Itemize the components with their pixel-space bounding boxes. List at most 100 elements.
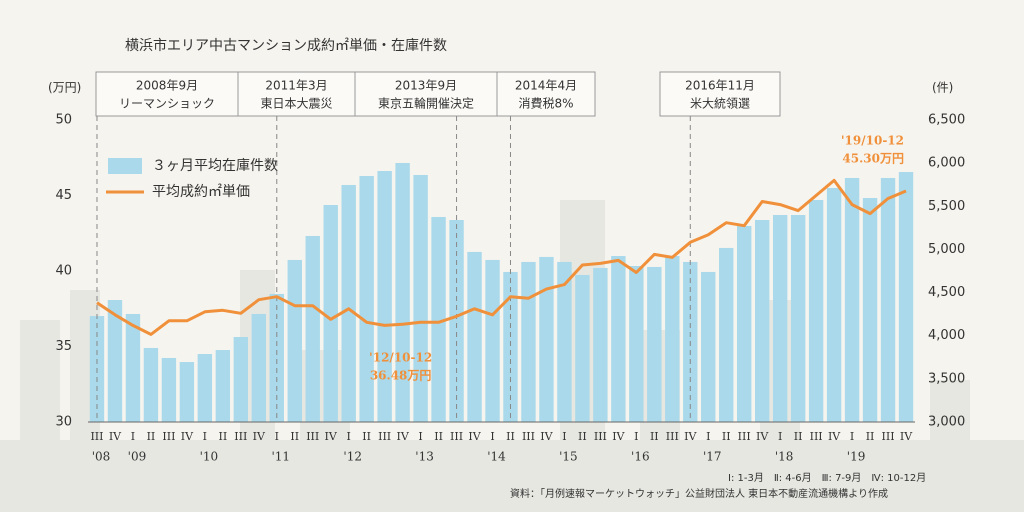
legend-swatch xyxy=(108,158,142,174)
bar xyxy=(125,313,141,422)
x-tick-label: I xyxy=(418,430,422,443)
x-tick-label: III xyxy=(450,430,463,443)
bar xyxy=(503,271,518,422)
bar xyxy=(107,299,123,422)
legend-label: ３ヶ月平均在庫件数 xyxy=(152,157,278,174)
source: 資料：「月例速報マーケットウォッチ」公益財団法人 東日本不動産流通機構より作成 xyxy=(510,487,888,500)
y2-tick-label: 5,000 xyxy=(928,242,965,257)
x-tick-label: II xyxy=(506,430,515,443)
event-box xyxy=(95,71,239,117)
x-year-label: '11 xyxy=(271,450,290,464)
event-label: 消費税8% xyxy=(518,96,573,111)
y2-tick-label: 5,500 xyxy=(928,199,965,214)
x-year-label: '13 xyxy=(415,450,434,464)
y2-unit: (件) xyxy=(932,81,953,95)
event-date: 2008年9月 xyxy=(136,79,198,93)
x-year-label: '19 xyxy=(847,450,866,464)
y2-tick-label: 3,500 xyxy=(928,371,965,386)
data-label: 36.48万円 xyxy=(370,369,432,383)
x-tick-label: I xyxy=(203,430,207,443)
legend-label: 平均成約㎡単価 xyxy=(152,184,250,200)
x-tick-label: II xyxy=(147,430,156,443)
bar xyxy=(898,172,914,422)
x-tick-label: III xyxy=(378,430,391,443)
x-tick-label: I xyxy=(850,430,854,443)
event-date: 2014年4月 xyxy=(515,79,577,93)
chart-title: 横浜市エリア中古マンション成約㎡単価・在庫件数 xyxy=(125,37,447,54)
bar xyxy=(521,261,536,422)
x-tick-label: I xyxy=(562,430,566,443)
x-tick-label: II xyxy=(218,430,227,443)
x-tick-label: III xyxy=(666,430,679,443)
bar xyxy=(269,293,284,422)
y-tick-label: 45 xyxy=(55,188,72,203)
bar xyxy=(215,350,231,422)
x-tick-label: IV xyxy=(684,430,697,443)
event-label: 東京五輪開催決定 xyxy=(378,96,474,111)
bar xyxy=(287,259,302,422)
period-label: '12/10-12 xyxy=(369,351,432,365)
y2-tick-label: 3,000 xyxy=(928,415,965,430)
bar xyxy=(179,362,195,422)
bar xyxy=(233,337,249,422)
event-label: リーマンショック xyxy=(119,97,215,111)
x-year-label: '14 xyxy=(487,450,506,464)
y-tick-label: 40 xyxy=(55,264,72,279)
x-tick-label: IV xyxy=(756,430,769,443)
bar xyxy=(485,259,500,422)
bar xyxy=(862,198,878,422)
x-tick-label: I xyxy=(778,430,782,443)
bar xyxy=(701,271,716,422)
x-tick-label: III xyxy=(306,430,319,443)
x-tick-label: I xyxy=(347,430,351,443)
bar xyxy=(665,255,680,422)
bar xyxy=(431,216,446,422)
y2-tick-label: 4,500 xyxy=(928,285,965,300)
x-year-label: '15 xyxy=(559,450,578,464)
x-tick-label: II xyxy=(794,430,803,443)
x-tick-label: II xyxy=(434,430,443,443)
event-box xyxy=(496,71,596,117)
bar xyxy=(629,265,644,422)
x-tick-label: III xyxy=(594,430,607,443)
bar xyxy=(305,235,320,422)
period-label: '19/10-12 xyxy=(841,133,904,147)
bar xyxy=(197,354,213,422)
bar xyxy=(557,261,572,422)
x-tick-label: IV xyxy=(396,430,409,443)
event-date: 2013年9月 xyxy=(395,79,457,93)
bar xyxy=(593,267,608,422)
x-tick-label: I xyxy=(490,430,494,443)
event-date: 2016年11月 xyxy=(685,79,755,93)
bar xyxy=(575,274,590,422)
event-date: 2011年3月 xyxy=(265,79,327,93)
data-label: 45.30万円 xyxy=(842,151,904,165)
x-tick-label: I xyxy=(706,430,710,443)
bar xyxy=(377,170,392,422)
bar xyxy=(341,184,356,422)
x-tick-label: III xyxy=(810,430,823,443)
x-tick-label: I xyxy=(275,430,279,443)
x-tick-label: IV xyxy=(900,430,913,443)
x-tick-label: IV xyxy=(325,430,338,443)
x-tick-label: III xyxy=(234,430,247,443)
x-year-label: '18 xyxy=(775,450,794,464)
y-tick-label: 35 xyxy=(55,339,72,354)
bar xyxy=(754,220,770,422)
y2-tick-label: 6,000 xyxy=(928,156,965,171)
bar xyxy=(790,215,806,422)
y2-tick-label: 6,500 xyxy=(928,113,965,128)
bar xyxy=(719,247,734,422)
x-tick-label: IV xyxy=(253,430,266,443)
bar xyxy=(251,313,266,422)
x-year-label: '09 xyxy=(128,450,147,464)
bar xyxy=(449,220,464,422)
bar xyxy=(880,177,896,422)
x-tick-label: IV xyxy=(468,430,481,443)
x-year-label: '10 xyxy=(200,450,219,464)
x-tick-label: II xyxy=(650,430,659,443)
bar xyxy=(413,174,428,422)
y2-tick-label: 4,000 xyxy=(928,328,965,343)
bar xyxy=(808,199,824,422)
x-tick-label: III xyxy=(90,430,103,443)
